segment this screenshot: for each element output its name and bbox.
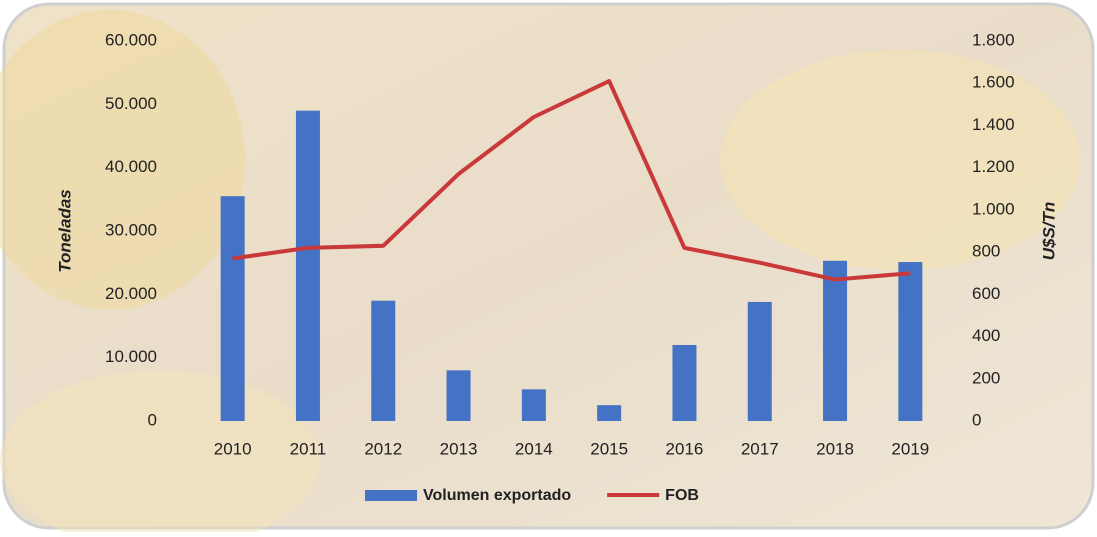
y2-tick-label: 1.200 — [972, 157, 1015, 176]
y2-tick-label: 1.600 — [972, 73, 1015, 92]
y-tick-label: 60.000 — [105, 30, 157, 49]
y2-tick-label: 600 — [972, 284, 1000, 303]
x-tick-label: 2011 — [290, 439, 327, 458]
y2-tick-label: 200 — [972, 368, 1000, 387]
y-axis-title: Toneladas — [55, 189, 74, 272]
y2-tick-label: 1.000 — [972, 199, 1015, 218]
x-tick-label: 2019 — [891, 439, 929, 458]
bar — [597, 405, 622, 421]
legend-swatch — [365, 490, 417, 501]
bar — [446, 370, 471, 421]
y2-tick-label: 400 — [972, 326, 1000, 345]
y-tick-label: 0 — [148, 410, 157, 429]
y-tick-label: 50.000 — [105, 94, 157, 113]
legend-label: Volumen exportado — [423, 487, 571, 504]
x-tick-label: 2016 — [666, 439, 704, 458]
bar — [220, 196, 245, 421]
x-tick-label: 2013 — [440, 439, 478, 458]
bar — [295, 110, 320, 422]
y-tick-label: 10.000 — [105, 347, 157, 366]
y2-tick-label: 800 — [972, 242, 1000, 261]
decor — [720, 50, 1080, 270]
line — [232, 79, 911, 282]
bar — [747, 301, 772, 421]
x-tick-label: 2010 — [214, 439, 252, 458]
x-tick-label: 2012 — [364, 439, 402, 458]
y-tick-label: 30.000 — [105, 220, 157, 239]
bar — [823, 260, 848, 421]
y-tick-label: 20.000 — [105, 284, 157, 303]
decor — [0, 10, 245, 310]
x-tick-label: 2015 — [590, 439, 628, 458]
bar — [672, 345, 697, 421]
y2-tick-label: 1.800 — [972, 30, 1015, 49]
y2-tick-label: 0 — [972, 410, 981, 429]
y2-tick-label: 1.400 — [972, 115, 1015, 134]
x-tick-label: 2018 — [816, 439, 854, 458]
y-tick-label: 40.000 — [105, 157, 157, 176]
bar — [898, 262, 923, 421]
legend-label: FOB — [665, 487, 699, 504]
x-tick-label: 2017 — [741, 439, 779, 458]
bar — [521, 389, 546, 421]
y2-axis-title: U$S/Tn — [1039, 202, 1058, 261]
x-tick-label: 2014 — [515, 439, 553, 458]
bar — [371, 300, 396, 421]
